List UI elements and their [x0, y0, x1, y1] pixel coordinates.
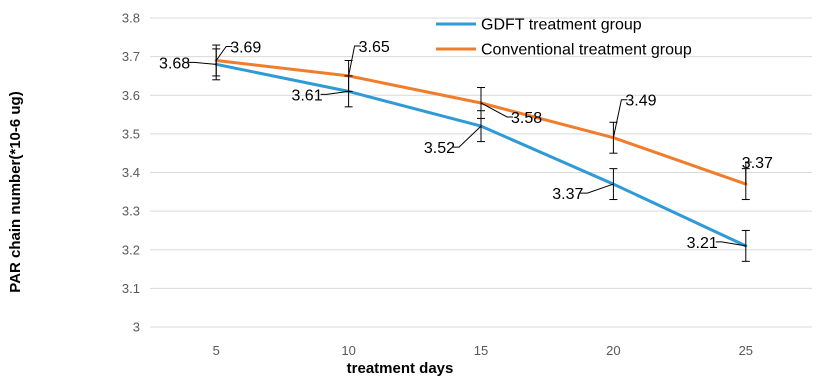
y-tick-label: 3.5 — [122, 126, 140, 141]
y-tick-label: 3.8 — [122, 11, 140, 26]
svg-text:3.21: 3.21 — [687, 235, 718, 252]
x-tick-label: 10 — [341, 343, 355, 358]
y-tick-label: 3.3 — [122, 204, 140, 219]
data-labels: 3.68 3.61 3.52 3.37 3.21 3.69 3.65 3.58 3.49 3.37 — [159, 39, 773, 252]
data-label: 3.37 — [742, 155, 773, 185]
data-label: 3.37 — [552, 183, 614, 203]
legend: GDFT treatment group Conventional treatme… — [436, 17, 692, 59]
data-label: 3.68 — [159, 55, 217, 72]
error-bars — [212, 44, 750, 262]
svg-text:3.69: 3.69 — [230, 39, 261, 56]
data-label: 3.21 — [687, 235, 746, 252]
y-axis-title: PAR chain number(*10-6 ug) — [7, 91, 24, 292]
y-tick-label: 3.2 — [122, 242, 140, 257]
legend-label: GDFT treatment group — [481, 17, 642, 34]
svg-text:3.52: 3.52 — [424, 140, 455, 157]
y-tick-label: 3.6 — [122, 88, 140, 103]
data-label: 3.61 — [291, 87, 349, 104]
svg-text:3.58: 3.58 — [511, 110, 542, 127]
y-axis-ticks: 3 3.1 3.2 3.3 3.4 3.5 3.6 3.7 3.8 — [122, 11, 140, 335]
svg-text:3.37: 3.37 — [552, 186, 583, 203]
legend-label: Conventional treatment group — [481, 42, 692, 59]
data-label: 3.65 — [348, 39, 390, 77]
x-tick-label: 5 — [213, 343, 220, 358]
x-axis-ticks: 5 10 15 20 25 — [213, 343, 753, 358]
x-tick-label: 15 — [474, 343, 488, 358]
data-label: 3.49 — [612, 93, 657, 138]
svg-text:3.61: 3.61 — [291, 87, 322, 104]
y-tick-label: 3.4 — [122, 165, 140, 180]
y-tick-label: 3 — [133, 320, 140, 335]
y-tick-label: 3.1 — [122, 281, 140, 296]
svg-text:3.65: 3.65 — [359, 39, 390, 56]
svg-text:3.37: 3.37 — [742, 155, 773, 172]
data-label: 3.58 — [480, 102, 542, 127]
legend-item-2: Conventional treatment group — [436, 42, 692, 59]
svg-text:3.68: 3.68 — [159, 55, 190, 72]
y-tick-label: 3.7 — [122, 49, 140, 64]
data-label: 3.52 — [424, 125, 482, 157]
x-tick-label: 20 — [606, 343, 620, 358]
data-label: 3.69 — [215, 39, 261, 61]
x-tick-label: 25 — [739, 343, 753, 358]
svg-text:3.49: 3.49 — [625, 93, 656, 110]
x-axis-title: treatment days — [347, 360, 454, 377]
legend-item-1: GDFT treatment group — [436, 17, 642, 34]
